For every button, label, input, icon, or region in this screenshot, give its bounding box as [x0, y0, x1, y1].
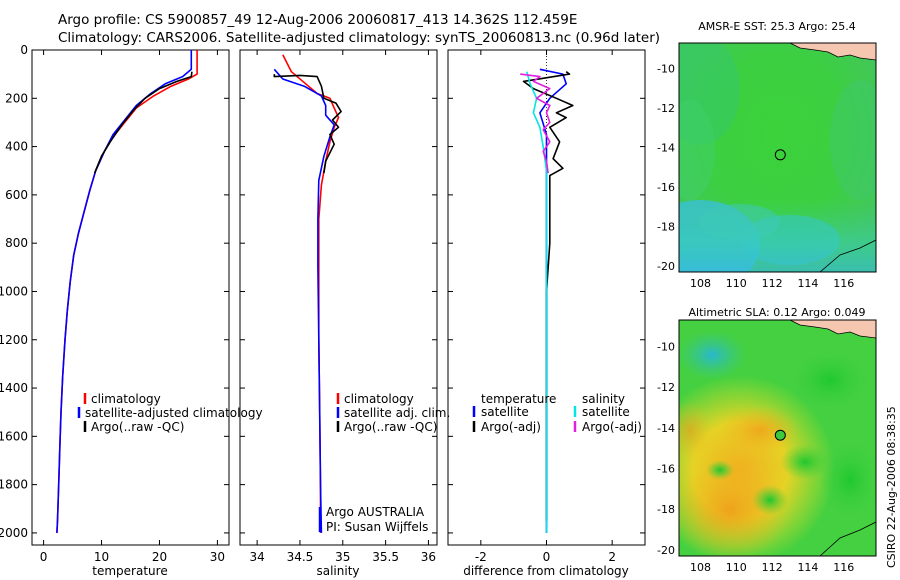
difference-series-salinity-satellite [526, 71, 548, 533]
sla-map-title: Altimetric SLA: 0.12 Argo: 0.049 [688, 306, 865, 319]
map-y-tick-label: -12 [657, 102, 675, 115]
map-y-tick-label: -18 [657, 503, 675, 516]
map-y-tick-label: -20 [657, 260, 675, 273]
argo-position-marker [774, 149, 786, 161]
x-tick-label: 35 [335, 550, 350, 564]
coastline [789, 320, 876, 339]
legend-label-satellite: satellite-adjusted climatology [85, 406, 263, 420]
salinity-axes [239, 49, 438, 546]
map-x-tick-label: 112 [762, 277, 783, 290]
x-tick-label: 36 [421, 550, 436, 564]
map-x-tick-label: 114 [797, 277, 818, 290]
salinity-series-satellite-adj-clim- [273, 68, 335, 533]
y-tick-label: 1000 [0, 284, 28, 298]
temperature-series-climatology [56, 50, 198, 533]
difference-legend: temperature salinity satellite Argo(-adj… [472, 392, 642, 434]
sst-map: AMSR-E SST: 25.3 Argo: 25.4 [678, 20, 877, 273]
x-tick-label: 35.5 [372, 550, 399, 564]
sla-map: Altimetric SLA: 0.12 Argo: 0.049 [678, 306, 877, 557]
salinity-xlabel: salinity [316, 564, 359, 578]
salinity-series-climatology [282, 54, 340, 533]
coastline [789, 43, 876, 61]
coastline [819, 239, 876, 272]
difference-series-salinity-argo-adj- [520, 73, 551, 174]
map-x-tick-label: 110 [726, 277, 747, 290]
map-x-tick-label: 112 [762, 561, 783, 574]
legend-label-temp-satellite: satellite [481, 405, 529, 419]
legend-label-temp-argo: Argo(-adj) [481, 420, 541, 434]
map-x-tick-label: 110 [726, 561, 747, 574]
sla-map-frame [678, 319, 877, 557]
salinity-legend: climatology satellite adj. clim. Argo(..… [318, 392, 450, 534]
map-y-tick-label: -18 [657, 221, 675, 234]
legend-label-sal-argo: Argo(-adj) [582, 420, 642, 434]
legend-label-sal-satellite: satellite [582, 405, 630, 419]
y-tick-label: 200 [5, 91, 28, 105]
difference-xlabel: difference from climatology [463, 564, 629, 578]
x-tick-label: 0 [40, 550, 48, 564]
annotation-pi: PI: Susan Wijffels [326, 520, 428, 534]
map-y-tick-label: -10 [657, 63, 675, 76]
x-tick-label: 20 [152, 550, 167, 564]
x-tick-label: 34.5 [287, 550, 314, 564]
temperature-legend: climatology satellite-adjusted climatolo… [77, 392, 263, 434]
y-tick-label: 2000 [0, 526, 28, 540]
y-tick-label: 600 [5, 188, 28, 202]
header-title-line2: Climatology: CARS2006. Satellite-adjuste… [58, 30, 660, 46]
map-x-tick-label: 116 [833, 561, 854, 574]
map-y-tick-label: -12 [657, 381, 675, 394]
annotation-argo-australia: Argo AUSTRALIA [326, 505, 425, 519]
y-tick-label: 1800 [0, 478, 28, 492]
map-y-tick-label: -16 [657, 463, 675, 476]
ticks-layer: 0 10 20 30020040060080010001200140016001800… [0, 43, 876, 574]
y-tick-label: 1400 [0, 381, 28, 395]
legend-label-climatology: climatology [344, 392, 414, 406]
map-y-tick-label: -14 [657, 142, 675, 155]
y-tick-label: 1200 [0, 333, 28, 347]
map-x-tick-label: 108 [690, 277, 711, 290]
sst-map-frame [678, 42, 877, 273]
y-tick-label: 400 [5, 140, 28, 154]
series-layer [56, 50, 574, 533]
legend-title-temperature: temperature [481, 392, 556, 406]
sst-map-title: AMSR-E SST: 25.3 Argo: 25.4 [698, 20, 856, 33]
map-y-tick-label: -14 [657, 422, 675, 435]
map-y-tick-label: -16 [657, 181, 675, 194]
header-title-line1: Argo profile: CS 5900857_49 12-Aug-2006 … [58, 12, 577, 28]
x-tick-label: 34 [249, 550, 264, 564]
coastline [819, 521, 876, 556]
map-x-tick-label: 116 [833, 277, 854, 290]
x-tick-label: 30 [210, 550, 225, 564]
temperature-xlabel: temperature [92, 564, 167, 578]
y-tick-label: 0 [20, 43, 28, 57]
legend-label-satellite: satellite adj. clim. [344, 406, 450, 420]
difference-series-temperature-satellite [539, 68, 567, 533]
temperature-axes [31, 49, 230, 546]
side-timestamp-label: CSIRO 22-Aug-2006 08:38:35 [885, 406, 898, 568]
argo-position-marker [774, 429, 786, 441]
y-tick-label: 1600 [0, 429, 28, 443]
x-tick-label: 10 [94, 550, 109, 564]
map-x-tick-label: 108 [690, 561, 711, 574]
legend-label-argo: Argo(..raw -QC) [344, 420, 437, 434]
x-tick-label: -2 [475, 550, 487, 564]
temperature-series-argo-raw-qc- [93, 71, 193, 174]
map-x-tick-label: 114 [797, 561, 818, 574]
x-tick-label: 0 [543, 550, 551, 564]
legend-label-climatology: climatology [91, 392, 161, 406]
x-tick-label: 2 [608, 550, 616, 564]
legend-label-argo: Argo(..raw -QC) [91, 420, 184, 434]
salinity-series-argo-raw-qc- [273, 74, 342, 174]
legend-title-salinity: salinity [582, 392, 625, 406]
y-tick-label: 800 [5, 236, 28, 250]
map-y-tick-label: -20 [657, 544, 675, 557]
map-y-tick-label: -10 [657, 340, 675, 353]
